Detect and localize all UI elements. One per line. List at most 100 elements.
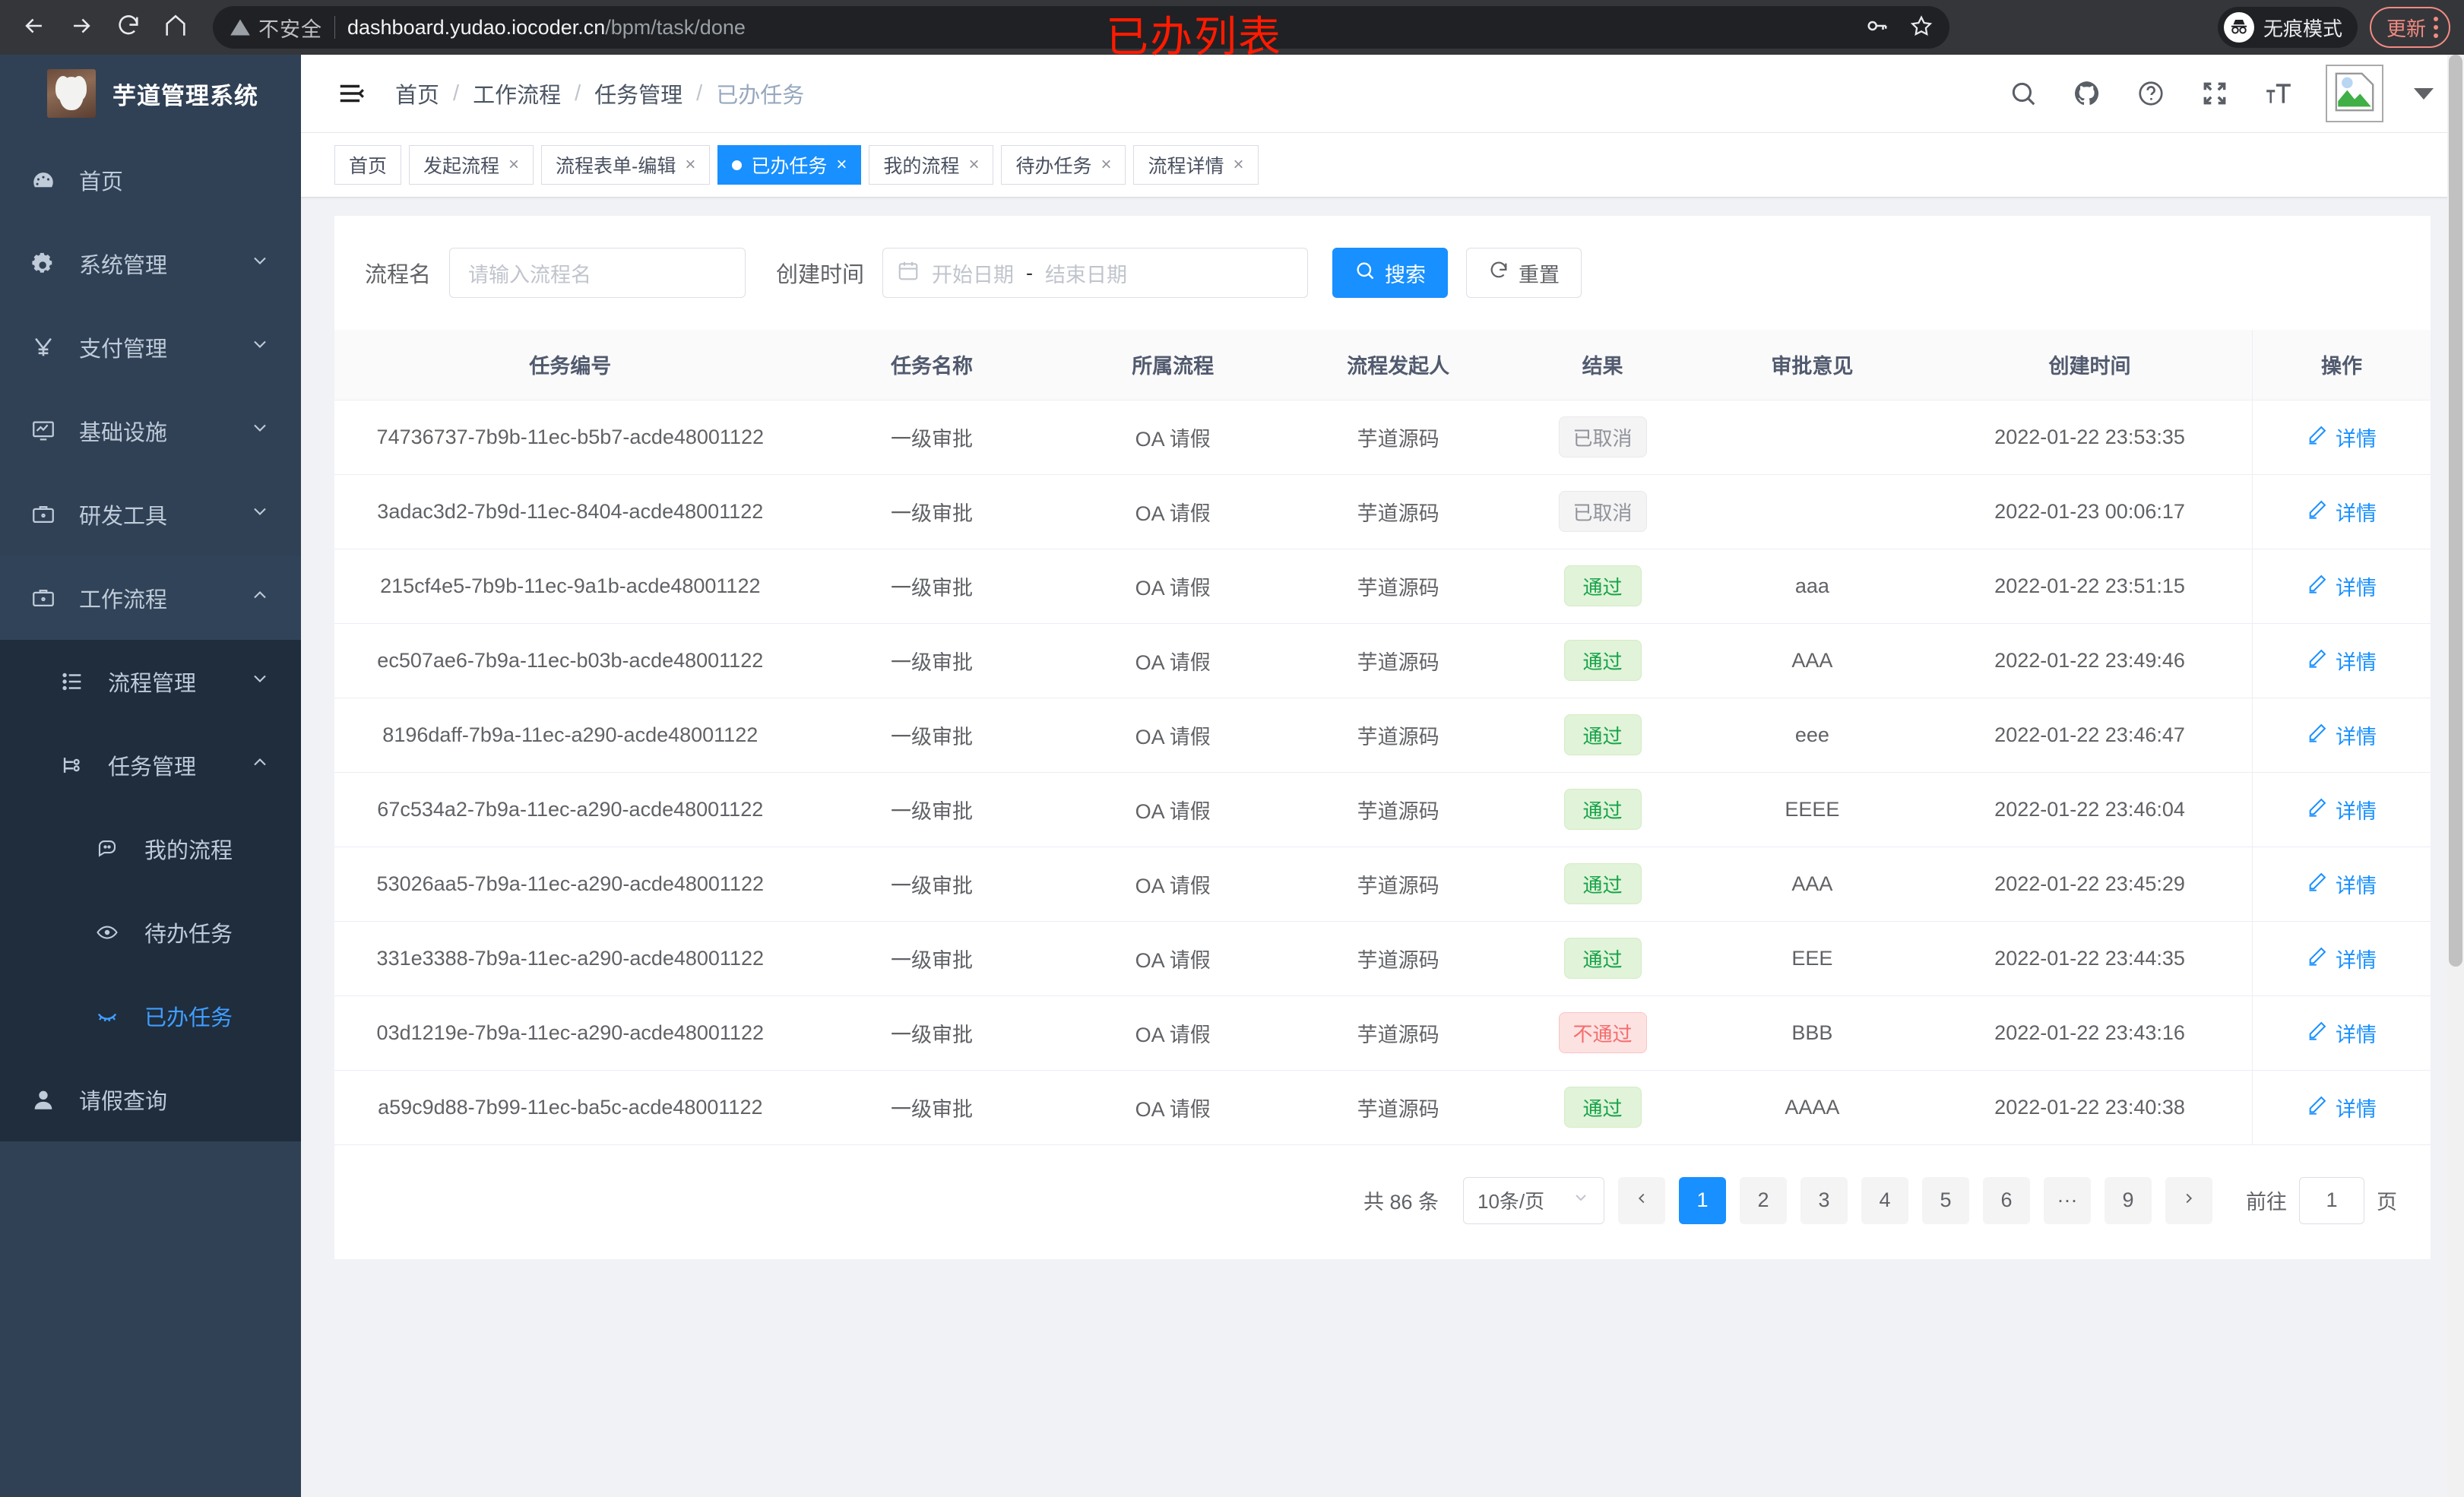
address-bar[interactable]: 不安全 dashboard.yudao.iocoder.cn/bpm/task/…	[213, 6, 1949, 49]
tab-process-form-edit[interactable]: 流程表单-编辑 ×	[541, 145, 711, 185]
sidebar-item-system-management[interactable]: 系统管理	[0, 222, 301, 305]
detail-button[interactable]: 详情	[2307, 1093, 2377, 1122]
detail-button[interactable]: 详情	[2307, 1018, 2377, 1048]
brand[interactable]: 芋道管理系统	[0, 55, 301, 132]
help-icon[interactable]	[2134, 77, 2168, 110]
tab-label: 流程详情	[1148, 156, 1224, 177]
search-button[interactable]: 搜索	[1332, 248, 1449, 298]
cell-opinion: EEE	[1696, 921, 1928, 996]
sidebar-item-my-process[interactable]: 我的流程	[0, 807, 301, 891]
sidebar-item-label: 基础设施	[79, 421, 168, 445]
detail-button[interactable]: 详情	[2307, 646, 2377, 676]
cell-task-name: 一级审批	[806, 400, 1058, 475]
avatar[interactable]	[2326, 65, 2383, 122]
process-name-label: 流程名	[365, 263, 432, 287]
close-icon[interactable]: ×	[508, 154, 520, 175]
home-button[interactable]	[152, 4, 199, 51]
detail-button[interactable]: 详情	[2307, 720, 2377, 750]
breadcrumb-separator: /	[575, 81, 581, 106]
close-icon[interactable]: ×	[836, 154, 847, 175]
cell-created: 2022-01-22 23:40:38	[1927, 1070, 2253, 1145]
breadcrumb-item-1[interactable]: 工作流程	[473, 84, 562, 108]
tab-label: 首页	[349, 156, 388, 177]
detail-button[interactable]: 详情	[2307, 423, 2377, 452]
cell-initiator: 芋道源码	[1287, 847, 1509, 922]
breadcrumb-item-0[interactable]: 首页	[395, 84, 440, 108]
tab-todo-tasks[interactable]: 待办任务 ×	[1001, 145, 1126, 185]
create-time-range-picker[interactable]: 开始日期 - 结束日期	[882, 248, 1309, 298]
github-icon[interactable]	[2070, 77, 2104, 110]
chevron-down-icon[interactable]	[2414, 87, 2434, 100]
tab-start-process[interactable]: 发起流程 ×	[409, 145, 534, 185]
key-icon[interactable]	[1866, 14, 1889, 41]
reload-button[interactable]	[105, 4, 152, 51]
page-button-5[interactable]: 5	[1922, 1176, 1969, 1224]
sidebar-item-payment-management[interactable]: 支付管理	[0, 305, 301, 389]
sidebar-item-todo-tasks[interactable]: 待办任务	[0, 891, 301, 974]
forward-button[interactable]	[58, 4, 105, 51]
detail-button[interactable]: 详情	[2307, 571, 2377, 601]
search-icon[interactable]	[2006, 77, 2040, 110]
sidebar-item-process-management[interactable]: 流程管理	[0, 640, 301, 723]
page-button-1[interactable]: 1	[1679, 1176, 1726, 1224]
sidebar-item-done-tasks[interactable]: 已办任务	[0, 974, 301, 1058]
sidebar-item-workflow[interactable]: 工作流程	[0, 556, 301, 640]
screenshot-annotation: 已办列表	[1106, 13, 1282, 62]
page-button-6[interactable]: 6	[1983, 1176, 2030, 1224]
omnibox-divider	[334, 16, 335, 39]
sidebar-item-leave-query[interactable]: 请假查询	[0, 1058, 301, 1141]
sidebar-item-infrastructure[interactable]: 基础设施	[0, 389, 301, 473]
sidebar-item-dev-tools[interactable]: 研发工具	[0, 473, 301, 556]
scrollbar-thumb[interactable]	[2449, 55, 2462, 967]
jump-page-input[interactable]: 1	[2299, 1176, 2364, 1224]
column-header-action: 操作	[2252, 330, 2431, 400]
browser-menu-icon[interactable]	[2434, 17, 2438, 38]
page-size-select[interactable]: 10条/页	[1463, 1176, 1604, 1224]
process-name-input[interactable]: 请输入流程名	[449, 248, 746, 298]
task-management-submenu: 我的流程 待办任务 已办任务	[0, 807, 301, 1058]
close-icon[interactable]: ×	[1101, 154, 1112, 175]
browser-chrome: 不安全 dashboard.yudao.iocoder.cn/bpm/task/…	[0, 0, 2464, 55]
star-icon[interactable]	[1910, 14, 1933, 41]
page-button-9[interactable]: 9	[2105, 1176, 2152, 1224]
detail-button[interactable]: 详情	[2307, 944, 2377, 973]
page-button-4[interactable]: 4	[1861, 1176, 1908, 1224]
tab-done-tasks[interactable]: 已办任务 ×	[717, 145, 862, 185]
page-scrollbar[interactable]	[2447, 55, 2464, 1497]
close-icon[interactable]: ×	[1233, 154, 1244, 175]
cell-initiator: 芋道源码	[1287, 698, 1509, 773]
table-row: 215cf4e5-7b9b-11ec-9a1b-acde48001122 一级审批…	[334, 549, 2431, 624]
page-ellipsis[interactable]: ···	[2044, 1176, 2091, 1224]
content-area: 流程名 请输入流程名 创建时间 开始日期 - 结束日期 搜索	[301, 198, 2464, 1259]
detail-label: 详情	[2336, 725, 2377, 748]
page-button-2[interactable]: 2	[1740, 1176, 1787, 1224]
prev-page-button[interactable]	[1618, 1176, 1665, 1224]
fullscreen-icon[interactable]	[2198, 77, 2231, 110]
back-button[interactable]	[11, 4, 58, 51]
tab-process-detail[interactable]: 流程详情 ×	[1133, 145, 1259, 185]
tab-my-process[interactable]: 我的流程 ×	[869, 145, 994, 185]
detail-button[interactable]: 详情	[2307, 795, 2377, 824]
breadcrumb-item-2[interactable]: 任务管理	[594, 84, 683, 108]
cell-initiator: 芋道源码	[1287, 1070, 1509, 1145]
update-button[interactable]: 更新	[2369, 7, 2450, 48]
filter-bar: 流程名 请输入流程名 创建时间 开始日期 - 结束日期 搜索	[334, 216, 2431, 330]
detail-button[interactable]: 详情	[2307, 869, 2377, 899]
hamburger-icon[interactable]	[334, 77, 368, 110]
cell-initiator: 芋道源码	[1287, 772, 1509, 847]
cell-initiator: 芋道源码	[1287, 921, 1509, 996]
font-size-icon[interactable]	[2262, 77, 2295, 110]
close-icon[interactable]: ×	[685, 154, 696, 175]
edit-icon	[2307, 722, 2328, 748]
close-icon[interactable]: ×	[968, 154, 980, 175]
url-path: /bpm/task/done	[605, 15, 746, 39]
cell-opinion: EEEE	[1696, 772, 1928, 847]
incognito-indicator[interactable]: 无痕模式	[2217, 7, 2358, 48]
sidebar-item-task-management[interactable]: 任务管理	[0, 723, 301, 807]
next-page-button[interactable]	[2165, 1176, 2212, 1224]
page-button-3[interactable]: 3	[1800, 1176, 1848, 1224]
tab-home[interactable]: 首页	[334, 145, 402, 185]
detail-button[interactable]: 详情	[2307, 497, 2377, 527]
reset-button[interactable]: 重置	[1466, 248, 1582, 298]
sidebar-item-home[interactable]: 首页	[0, 138, 301, 222]
